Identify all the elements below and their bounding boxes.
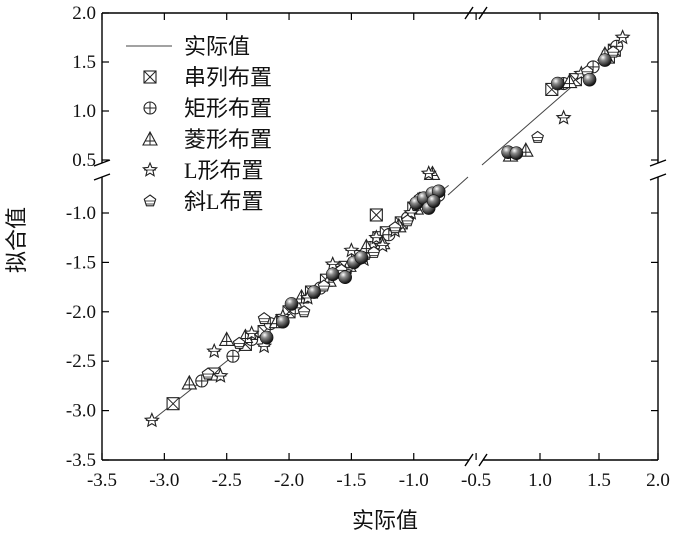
plot-frame (93, 6, 667, 467)
point-pentagon (232, 336, 246, 349)
y-tick-label: -2.5 (66, 351, 96, 372)
point-pentagon (606, 45, 620, 58)
point-pentagon (401, 214, 414, 227)
point-star (243, 325, 260, 341)
y-break-mark (649, 173, 667, 181)
point-circle-plus (226, 349, 240, 363)
point-star (343, 242, 360, 258)
point-pentagon (367, 245, 381, 258)
point-sphere (307, 285, 321, 299)
point-sphere (598, 53, 612, 67)
x-break-mark (478, 453, 488, 467)
point-box-x (166, 397, 180, 411)
legend-label: 串列布置 (184, 65, 272, 90)
point-sphere (509, 146, 524, 160)
point-pentagon (257, 312, 271, 325)
point-circle-plus (195, 374, 209, 388)
y-tick-label: -1.5 (66, 252, 96, 273)
x-tick-label: -2.0 (274, 470, 304, 491)
legend-label: L形布置 (184, 158, 263, 183)
point-star (206, 342, 223, 359)
y-tick-label: -3.0 (66, 401, 96, 422)
y-break-mark (649, 159, 667, 167)
legend-marker-pentagon (143, 194, 157, 207)
point-star (212, 367, 229, 383)
y-tick-label: -2.0 (66, 302, 96, 323)
y-tick-label: 2.0 (72, 3, 96, 24)
point-sphere (284, 297, 299, 311)
point-sphere (325, 267, 340, 282)
point-pentagon (201, 367, 215, 380)
point-sphere (354, 250, 369, 265)
x-tick-label: 2.0 (646, 470, 670, 491)
point-pentagon (317, 279, 331, 292)
y-axis-label: 拟合值 (4, 207, 29, 273)
x-break-mark (464, 6, 474, 20)
axis-ticks (101, 12, 659, 461)
x-tick-label: -3.5 (87, 470, 117, 491)
legend-label: 斜L布置 (184, 189, 263, 214)
x-tick-label: -3.0 (149, 470, 179, 491)
point-sphere (550, 76, 565, 91)
point-star (420, 165, 437, 181)
x-break-mark (478, 6, 488, 20)
point-star (555, 109, 572, 125)
reference-line-gap (447, 176, 469, 196)
legend-marker-star (141, 161, 159, 177)
y-tick-label: 0.5 (72, 150, 96, 171)
point-sphere (276, 314, 290, 329)
point-pentagon (388, 221, 402, 234)
tick-labels: -3.5 -3.0 -2.5 -2.0 -1.5 -1.0 -0.5 1.0 1.5 2.0 -3.… (66, 3, 670, 491)
point-triangle (561, 73, 578, 89)
y-tick-label: 1.0 (72, 101, 96, 122)
x-tick-label: 1.5 (587, 470, 611, 491)
point-star (143, 412, 160, 428)
y-tick-label: -1.0 (66, 203, 96, 224)
series-sphere (259, 53, 612, 345)
x-tick-label: -0.5 (461, 470, 491, 491)
point-sphere (338, 270, 352, 285)
point-box-x (369, 208, 383, 222)
point-sphere (582, 72, 597, 87)
point-triangle (218, 331, 235, 347)
legend-label: 实际值 (184, 34, 250, 59)
data-points (143, 29, 631, 428)
point-star (614, 29, 631, 45)
y-tick-label: -3.5 (66, 450, 96, 471)
x-break-mark (464, 453, 474, 467)
point-star (368, 229, 385, 245)
legend-marker-triangle (142, 130, 158, 146)
point-star (256, 337, 273, 354)
x-tick-label: -2.5 (212, 470, 242, 491)
legend-marker-circle-plus (143, 101, 157, 115)
point-pentagon (531, 130, 544, 143)
point-sphere (259, 330, 274, 345)
x-tick-label: -1.0 (399, 470, 429, 491)
point-star (374, 237, 391, 253)
point-sphere (426, 194, 441, 208)
point-triangle (181, 374, 198, 390)
x-axis-label: 实际值 (352, 508, 418, 533)
legend-label: 菱形布置 (184, 127, 272, 152)
y-tick-label: 1.5 (72, 52, 96, 73)
point-pentagon (297, 305, 311, 318)
y-break-mark (93, 173, 111, 181)
legend-marker-box-x (143, 70, 157, 84)
x-tick-label: 1.0 (528, 470, 552, 491)
legend-label: 矩形布置 (184, 96, 272, 121)
y-break-mark (93, 159, 111, 167)
x-tick-label: -1.5 (336, 470, 366, 491)
